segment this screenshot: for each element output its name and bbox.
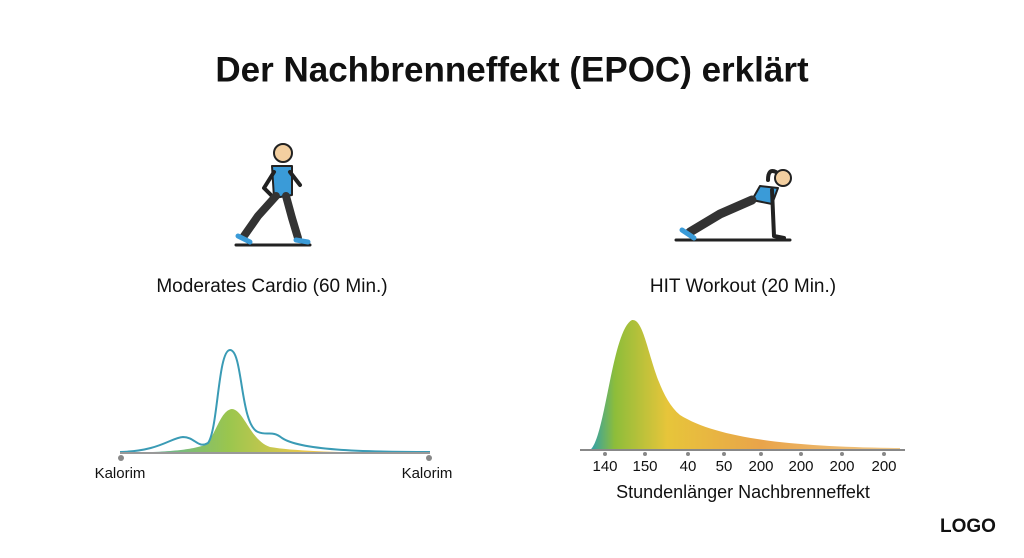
tick-dot [759,452,763,456]
axis-label: Kalorim [402,465,453,482]
tick-dot [603,452,607,456]
plank-icon [674,169,792,242]
tick-label: 200 [829,458,854,475]
logo: LOGO [940,516,996,537]
tick-label: 50 [716,458,733,475]
title: Der Nachbrenneffekt (EPOC) erklärt [215,50,809,89]
cardio-curve [118,348,432,461]
tick-dot [840,452,844,456]
tick-label: 200 [871,458,896,475]
axis-label: Kalorim [95,465,146,482]
tick-label: 150 [632,458,657,475]
tick-dot [722,452,726,456]
tick-dot [882,452,886,456]
tick-label: 40 [680,458,697,475]
tick-dot [799,452,803,456]
caption: Stundenlänger Nachbrenneffekt [616,482,870,502]
tick-dot [686,452,690,456]
runner-icon [234,143,312,247]
tick-label: 200 [788,458,813,475]
hiit-curve [580,319,905,451]
tick-dot [643,452,647,456]
tick-label: 200 [748,458,773,475]
panel-label: Moderates Cardio (60 Min.) [156,276,387,297]
panel-label: HIT Workout (20 Min.) [650,276,836,297]
tick-label: 140 [592,458,617,475]
